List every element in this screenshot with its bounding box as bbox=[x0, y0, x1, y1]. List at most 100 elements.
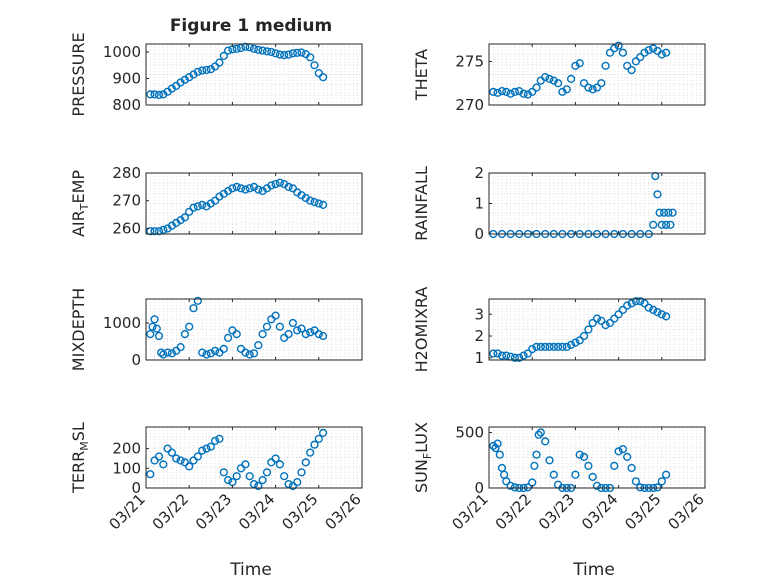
data-point bbox=[623, 301, 632, 310]
x-tick-label: 03/23 bbox=[535, 490, 578, 533]
data-point bbox=[636, 483, 645, 492]
data-point bbox=[319, 428, 328, 438]
data-point bbox=[249, 44, 259, 53]
data-point bbox=[254, 185, 263, 194]
data-point bbox=[575, 336, 584, 345]
grid bbox=[488, 173, 706, 234]
data-point bbox=[185, 207, 194, 216]
data-point bbox=[146, 227, 155, 236]
data-point bbox=[553, 342, 563, 352]
data-point bbox=[176, 343, 185, 352]
data-point bbox=[185, 322, 194, 331]
data-point bbox=[245, 472, 254, 481]
data-point bbox=[224, 476, 233, 485]
data-point bbox=[193, 67, 202, 76]
data-point bbox=[202, 350, 211, 359]
data-point bbox=[301, 458, 310, 467]
data-point bbox=[636, 297, 645, 306]
data-point bbox=[288, 318, 298, 328]
data-point bbox=[657, 310, 666, 319]
data-point bbox=[536, 428, 545, 437]
data-point bbox=[249, 349, 259, 358]
data-point bbox=[610, 461, 619, 470]
data-point bbox=[558, 342, 567, 352]
axes-box bbox=[145, 172, 363, 235]
data-point bbox=[562, 342, 571, 352]
data-series bbox=[146, 428, 328, 491]
data-point bbox=[657, 477, 666, 486]
data-point bbox=[623, 452, 632, 462]
data-point bbox=[614, 447, 623, 456]
data-point bbox=[152, 324, 161, 333]
data-point bbox=[193, 296, 202, 305]
data-point bbox=[649, 220, 658, 229]
x-tick-label: 03/22 bbox=[149, 490, 192, 533]
data-point bbox=[495, 450, 504, 459]
data-point bbox=[605, 48, 615, 57]
data-point bbox=[541, 342, 550, 352]
subplot-theta: 270 275 THETA bbox=[412, 41, 706, 114]
y-axis-label: MIXDEPTH bbox=[69, 288, 88, 371]
data-point bbox=[506, 481, 515, 490]
data-point bbox=[640, 299, 649, 308]
data-point bbox=[523, 349, 533, 358]
subplot-sun-flux: 0 500 SUNFLUX 03/21 03/22 03/23 03/24 03/25 03/2… bbox=[412, 422, 708, 533]
y-tick-label: 2 bbox=[474, 327, 484, 345]
data-point bbox=[657, 220, 666, 229]
y-tick-label: 0 bbox=[474, 479, 484, 497]
data-point bbox=[668, 208, 677, 217]
data-point bbox=[284, 50, 293, 59]
y-tick-label: 0 bbox=[131, 479, 141, 497]
x-tick-label: 03/24 bbox=[235, 490, 278, 533]
data-point bbox=[271, 454, 280, 463]
y-tick-label: 2 bbox=[474, 164, 484, 182]
data-point bbox=[510, 87, 520, 97]
data-point bbox=[150, 456, 159, 465]
x-tick-label: 03/26 bbox=[665, 490, 708, 533]
grid bbox=[488, 299, 706, 360]
data-point bbox=[614, 310, 623, 319]
data-series bbox=[146, 296, 328, 359]
data-point bbox=[510, 483, 520, 492]
x-tick-label: 03/21 bbox=[449, 490, 492, 533]
data-point bbox=[489, 441, 498, 451]
data-point bbox=[146, 330, 155, 339]
data-point bbox=[224, 46, 233, 55]
y-tick-label: 280 bbox=[112, 164, 141, 182]
data-point bbox=[541, 437, 550, 446]
data-point bbox=[549, 76, 558, 85]
data-point bbox=[219, 468, 228, 477]
y-tick-label: 270 bbox=[455, 96, 484, 114]
data-point bbox=[653, 190, 662, 199]
data-point bbox=[211, 436, 220, 445]
data-point bbox=[545, 456, 554, 465]
y-tick-label: 270 bbox=[112, 192, 141, 210]
data-point bbox=[146, 470, 155, 479]
data-point bbox=[150, 90, 159, 99]
data-point bbox=[163, 348, 172, 357]
y-axis-label: AIRTEMP bbox=[69, 170, 91, 237]
data-point bbox=[159, 225, 168, 234]
data-point bbox=[267, 181, 276, 190]
data-point bbox=[306, 196, 315, 205]
data-point bbox=[180, 75, 190, 84]
data-point bbox=[571, 61, 580, 70]
data-point bbox=[661, 220, 671, 229]
data-point bbox=[592, 314, 602, 323]
data-point bbox=[489, 87, 498, 97]
data-point bbox=[605, 318, 615, 328]
data-point bbox=[579, 79, 589, 88]
axes-box bbox=[488, 426, 706, 489]
data-point bbox=[271, 180, 280, 189]
data-point bbox=[523, 483, 533, 492]
y-tick-label: 500 bbox=[455, 424, 484, 442]
data-point bbox=[601, 61, 610, 70]
data-point bbox=[284, 182, 293, 192]
data-point bbox=[653, 308, 662, 317]
data-point bbox=[653, 483, 662, 492]
data-point bbox=[206, 442, 215, 451]
data-point bbox=[545, 342, 554, 352]
data-point bbox=[293, 478, 302, 487]
